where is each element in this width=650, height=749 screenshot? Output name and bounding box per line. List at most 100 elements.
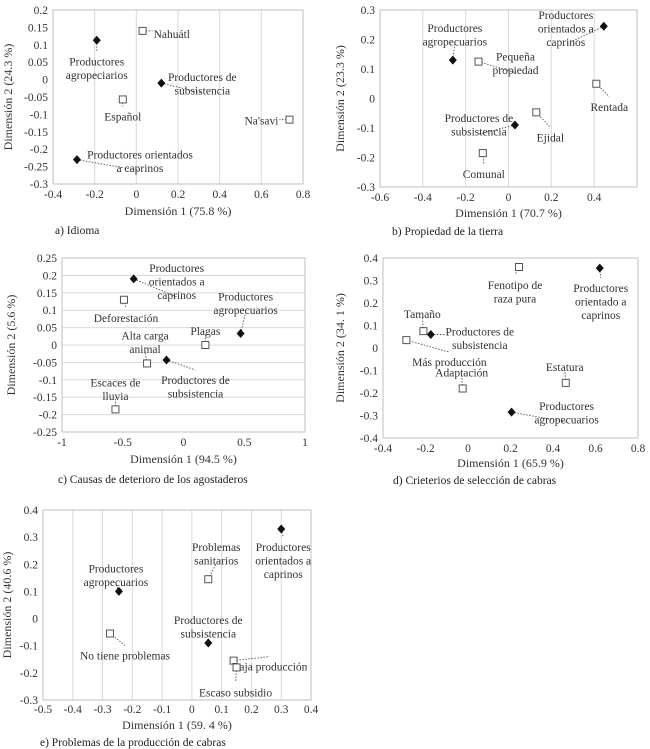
point-label: Productores de subsistencia [445, 327, 514, 353]
point-label: No tiene problemas [80, 651, 171, 663]
x-tick-label: 0.5 [237, 437, 252, 449]
square-marker [204, 575, 213, 584]
point-label: Productores agropeciarios [66, 56, 128, 82]
diamond-marker [236, 329, 245, 339]
x-tick-label: 0 [133, 189, 139, 201]
square-marker [419, 327, 428, 336]
diamond-marker [157, 78, 166, 88]
x-tick-label: 0 [189, 704, 195, 716]
leader-line [233, 656, 270, 662]
point-label: Productores agropecuarios [213, 292, 278, 318]
point-label-line: caprinos [546, 37, 585, 49]
x-tick-label: 0.4 [304, 704, 319, 716]
y-tick-label: 0.2 [364, 298, 379, 310]
point-label: Más producción [412, 357, 487, 369]
point-label-line: sanitarios [194, 556, 239, 568]
chart-caption: c) Causas de deterioro de los agostadero… [58, 474, 248, 486]
point-label-line: Productores [256, 542, 311, 554]
diamond-marker [114, 586, 123, 596]
point-label-line: Comunal [463, 169, 505, 181]
y-tick-label: 0 [32, 614, 38, 626]
y-axis-title: Dimensión 2 (40.6 %) [0, 552, 14, 659]
y-tick-label: 0.05 [37, 323, 57, 335]
square-marker [138, 26, 147, 35]
leader-line [482, 153, 485, 165]
square-marker [402, 336, 411, 345]
point-label-line: agropecuarios [84, 577, 149, 589]
y-tick-label: 0.1 [43, 305, 58, 317]
y-tick-label: 0.15 [37, 288, 57, 300]
point-label: Productores orientados a caprinos [538, 10, 594, 49]
plot-frame [382, 257, 639, 439]
x-tick-label: -0.4 [414, 192, 432, 204]
point-label-line: caprinos [581, 310, 620, 322]
point-label: Productores de subsistencia [445, 113, 514, 139]
point-label-line: agropecuarios [423, 37, 488, 49]
y-tick-label: -0.1 [20, 641, 38, 653]
point-label: Productores de subsistencia [168, 72, 237, 98]
point-label: Fenotipo de raza pura [488, 280, 543, 306]
point-label-line: orientados a [149, 276, 205, 288]
y-tick-label: -0.15 [33, 392, 57, 404]
point-label-line: subsistencia [180, 629, 236, 641]
x-tick-label: 0 [506, 192, 512, 204]
point-label-line: Nahuátl [154, 29, 190, 41]
point-label-line: caprinos [157, 290, 196, 302]
y-tick-label: 0 [42, 75, 48, 87]
diamond-marker [72, 155, 81, 165]
x-tick-label: -0.2 [123, 704, 141, 716]
x-tick-label: 0.4 [546, 443, 561, 455]
y-tick-label: 0.3 [364, 276, 379, 288]
chart-e: -0.5 -0.4 -0.3 -0.2 -0.1 0 0.1 0.2 0.3 0.4 0.4 0.3 0… [0, 505, 318, 749]
point-label-line: Productores [69, 56, 124, 68]
point-label: Productores orientado a caprinos [573, 283, 628, 322]
point-label: Alta carga animal [121, 330, 168, 356]
y-axis-title: Dimensión 2 (5.6 %) [4, 295, 18, 396]
point-label: Baja producción [232, 662, 308, 674]
plot-frame [379, 9, 638, 188]
x-axis-title: Dimensión 1 (59. 4 %) [122, 718, 232, 732]
diamond-marker [92, 35, 101, 45]
point-label: Plagas [190, 326, 221, 338]
leader-line [421, 317, 424, 332]
y-tick-label: 0.15 [28, 22, 48, 34]
y-axis-title: Dimensión 2 (34. 1 %) [333, 293, 347, 403]
point-label-line: agropecuarios [534, 415, 599, 427]
leader-line [564, 369, 567, 383]
y-tick-label: -0.3 [360, 411, 378, 423]
diamond-marker [448, 55, 457, 65]
point-label-line: Alta carga [121, 330, 168, 342]
y-tick-label: 0 [369, 94, 375, 106]
y-tick-label: -0.05 [24, 92, 48, 104]
y-tick-label: 0.2 [361, 35, 376, 47]
point-label-line: subsistencia [452, 340, 508, 352]
y-axis-title: Dimensión 2 (23.3 %) [333, 45, 347, 152]
point-label-line: Productores orientados [87, 150, 193, 162]
square-marker [118, 95, 127, 104]
point-label: Productores de subsistencia [161, 375, 230, 401]
point-label-line: Más producción [412, 357, 487, 369]
chart-caption: b) Propiedad de la tierra [392, 226, 503, 238]
y-tick-label: 0.4 [364, 253, 379, 265]
x-tick-label: -0.6 [371, 192, 389, 204]
x-axis-title: Dimensión 1 (94.5 %) [130, 452, 237, 466]
point-label: Tamaño [404, 309, 441, 321]
point-label-line: Español [104, 111, 141, 123]
square-marker [478, 149, 487, 158]
point-label-line: Productores de [445, 113, 514, 125]
point-label: Productores de subsistencia [174, 615, 243, 641]
x-tick-label: 0.3 [274, 704, 289, 716]
x-tick-label: 0.6 [254, 189, 269, 201]
x-tick-label: -0.3 [93, 704, 111, 716]
point-label-line: Adaptación [435, 368, 488, 380]
point-label-line: subsistencia [451, 127, 507, 139]
point-label-line: Rentada [590, 102, 628, 114]
point-label: Escaso subsidio [199, 687, 272, 699]
chart-caption: e) Problemas de la producción de cabras [40, 737, 226, 749]
point-label-line: Productores de [445, 327, 514, 339]
y-tick-label: 0.1 [361, 64, 376, 76]
x-tick-label: -0.2 [457, 192, 475, 204]
point-label-line: orientado a [575, 297, 626, 309]
point-label-line: orientados a [255, 556, 311, 568]
